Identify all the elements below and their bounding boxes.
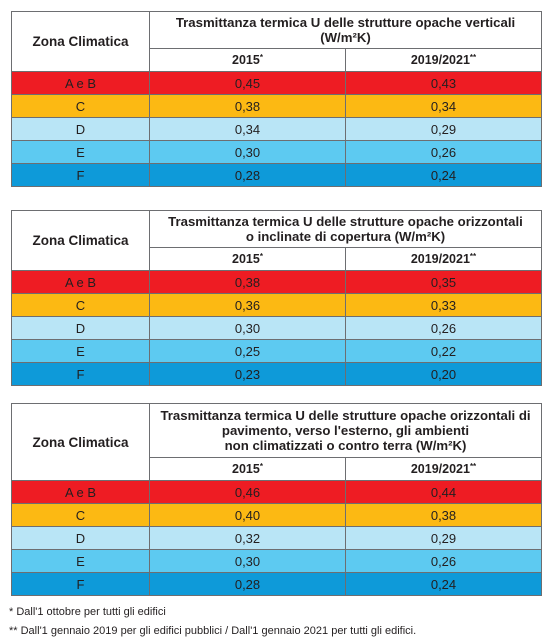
value-2015: 0,34 xyxy=(149,117,346,141)
zone-cell: F xyxy=(11,163,150,187)
col-2019-header: 2019/2021** xyxy=(345,247,542,271)
zone-cell: D xyxy=(11,316,150,340)
zone-cell: C xyxy=(11,293,150,317)
value-2019: 0,29 xyxy=(345,117,542,141)
title-line: pavimento, verso l'esterno, gli ambienti xyxy=(221,423,470,438)
zone-cell: C xyxy=(11,94,150,118)
title-line: Trasmittanza termica U delle strutture o… xyxy=(160,408,531,423)
table-title: Trasmittanza termica U delle strutture o… xyxy=(149,11,542,49)
zone-header: Zona Climatica xyxy=(11,210,150,271)
table-title: Trasmittanza termica U delle strutture o… xyxy=(149,210,542,248)
zone-cell: A e B xyxy=(11,480,150,504)
value-2019: 0,34 xyxy=(345,94,542,118)
value-2019: 0,26 xyxy=(344,549,543,573)
value-2019: 0,22 xyxy=(345,339,542,363)
table-row: D 0,34 0,29 xyxy=(11,117,542,141)
table-row: F 0,28 0,24 xyxy=(11,572,543,596)
table-opache-verticali: Zona Climatica Trasmittanza termica U de… xyxy=(11,11,542,187)
value-2015: 0,28 xyxy=(149,572,346,596)
zone-cell: D xyxy=(11,526,150,550)
zone-cell: E xyxy=(11,339,150,363)
value-2015: 0,25 xyxy=(149,339,346,363)
col-2015-header: 2015* xyxy=(149,48,346,72)
table-row: A e B 0,45 0,43 xyxy=(11,71,542,95)
value-2019: 0,43 xyxy=(345,71,542,95)
table-opache-orizzontali-copertura: Zona Climatica Trasmittanza termica U de… xyxy=(11,210,542,386)
value-2019: 0,24 xyxy=(345,163,542,187)
value-2019: 0,33 xyxy=(345,293,542,317)
zone-cell: C xyxy=(11,503,150,527)
value-2015: 0,40 xyxy=(149,503,346,527)
value-2015: 0,32 xyxy=(149,526,346,550)
table-row: D 0,32 0,29 xyxy=(11,526,543,550)
value-2015: 0,23 xyxy=(149,362,346,386)
value-2015: 0,38 xyxy=(149,270,346,294)
title-line: Trasmittanza termica U delle strutture o… xyxy=(168,214,523,229)
zone-cell: E xyxy=(11,549,150,573)
zone-cell: A e B xyxy=(11,71,150,95)
zone-cell: D xyxy=(11,117,150,141)
col-2015-header: 2015* xyxy=(149,457,346,481)
col-2015-header: 2015* xyxy=(149,247,346,271)
table-row: E 0,30 0,26 xyxy=(11,140,542,164)
value-2019: 0,20 xyxy=(345,362,542,386)
value-2019: 0,26 xyxy=(345,140,542,164)
table-row: A e B 0,38 0,35 xyxy=(11,270,542,294)
zone-cell: A e B xyxy=(11,270,150,294)
value-2019: 0,26 xyxy=(345,316,542,340)
table-row: F 0,23 0,20 xyxy=(11,362,542,386)
table-row: E 0,25 0,22 xyxy=(11,339,542,363)
value-2019: 0,35 xyxy=(345,270,542,294)
footnote-2015: * Dall'1 ottobre per tutti gli edifici xyxy=(9,606,166,618)
value-2015: 0,30 xyxy=(149,140,346,164)
value-2015: 0,30 xyxy=(149,549,346,573)
title-line: non climatizzati o contro terra (W/m²K) xyxy=(224,438,467,453)
title-line: o inclinate di copertura (W/m²K) xyxy=(245,229,446,244)
value-2015: 0,28 xyxy=(149,163,346,187)
table-row: C 0,38 0,34 xyxy=(11,94,542,118)
title-line: Trasmittanza termica U delle strutture o… xyxy=(175,15,516,30)
col-2019-header: 2019/2021** xyxy=(345,48,542,72)
value-2019: 0,29 xyxy=(344,526,543,550)
zone-cell: E xyxy=(11,140,150,164)
zone-header: Zona Climatica xyxy=(11,11,150,72)
table-opache-orizzontali-pavimento: Zona Climatica Trasmittanza termica U de… xyxy=(11,403,543,596)
table-title: Trasmittanza termica U delle strutture o… xyxy=(148,403,543,458)
zone-header: Zona Climatica xyxy=(11,403,150,481)
table-row: C 0,40 0,38 xyxy=(11,503,543,527)
col-2019-header: 2019/2021** xyxy=(344,457,543,481)
table-row: A e B 0,46 0,44 xyxy=(11,480,543,504)
value-2015: 0,45 xyxy=(149,71,346,95)
footnote-2019: ** Dall'1 gennaio 2019 per gli edifici p… xyxy=(9,625,417,637)
table-row: C 0,36 0,33 xyxy=(11,293,542,317)
table-row: D 0,30 0,26 xyxy=(11,316,542,340)
table-row: E 0,30 0,26 xyxy=(11,549,543,573)
table-row: F 0,28 0,24 xyxy=(11,163,542,187)
value-2015: 0,46 xyxy=(149,480,346,504)
zone-cell: F xyxy=(11,362,150,386)
value-2015: 0,36 xyxy=(149,293,346,317)
value-2015: 0,38 xyxy=(149,94,346,118)
zone-cell: F xyxy=(11,572,150,596)
value-2015: 0,30 xyxy=(149,316,346,340)
title-line: (W/m²K) xyxy=(320,30,371,45)
value-2019: 0,38 xyxy=(344,503,543,527)
value-2019: 0,24 xyxy=(344,572,543,596)
value-2019: 0,44 xyxy=(344,480,543,504)
